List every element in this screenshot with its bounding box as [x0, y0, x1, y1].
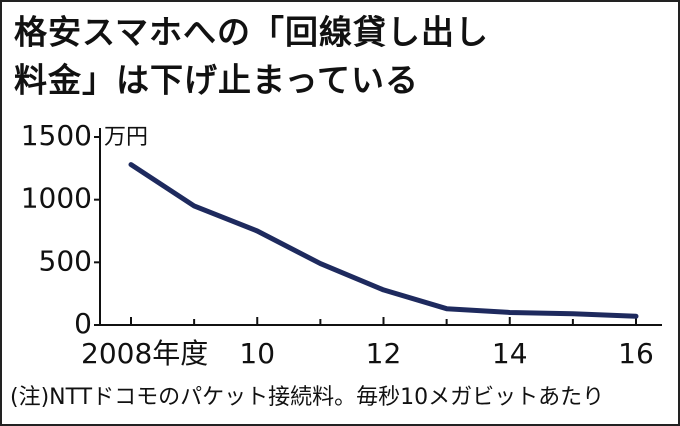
y-unit: 万円 — [104, 125, 148, 150]
chart-title-line: 料金」は下げ止まっている — [14, 61, 419, 100]
x-tick-label: 16 — [618, 337, 654, 370]
y-tick-label: 1500 — [21, 119, 92, 152]
x-tick-label: 12 — [366, 337, 402, 370]
y-tick-label: 1000 — [21, 182, 92, 215]
data-line — [128, 162, 639, 319]
chart-title-line: 格安スマホへの「回線貸し出し — [14, 13, 489, 52]
y-tick-label: 500 — [39, 244, 92, 277]
x-tick-label: 2008年度 — [81, 337, 208, 370]
y-tick-label: 0 — [74, 307, 92, 340]
x-tick-label: 10 — [239, 337, 275, 370]
x-tick-label: 14 — [492, 337, 528, 370]
footnote: (注)NTTドコモのパケット接続料。毎秒10メガビットあたり — [10, 385, 604, 410]
